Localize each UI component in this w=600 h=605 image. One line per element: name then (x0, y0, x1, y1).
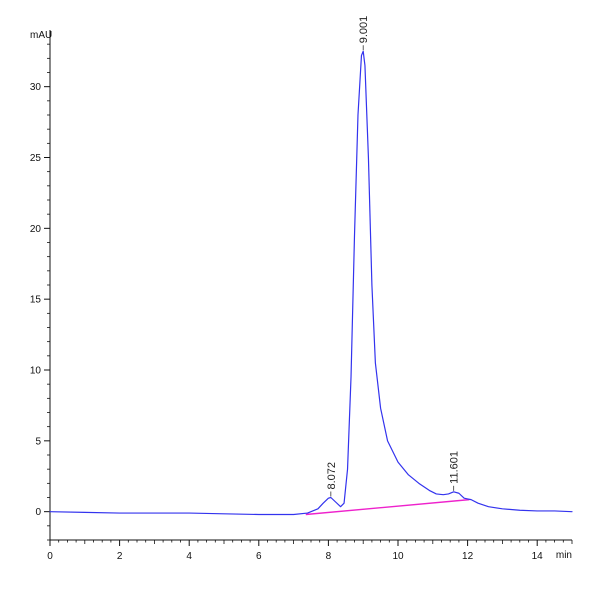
x-tick-label: 10 (392, 551, 404, 562)
x-tick-label: 8 (326, 551, 332, 562)
peak-label: 11.601 (449, 451, 461, 484)
peak-label: 8.072 (326, 462, 338, 490)
x-tick-label: 4 (186, 551, 192, 562)
integration-baselines (305, 498, 470, 516)
y-tick-label: 15 (30, 295, 42, 306)
axes: mAU min (30, 30, 572, 561)
integration-baseline (305, 498, 470, 516)
tick-marks: 0 5 10 15 20 25 30 0 2 4 6 8 10 12 14 (30, 43, 573, 562)
x-tick-label: 6 (256, 551, 262, 562)
x-tick-label: 0 (47, 551, 53, 562)
y-tick-label: 0 (35, 507, 41, 518)
x-tick-label: 12 (462, 551, 474, 562)
x-tick-label: 2 (117, 551, 123, 562)
y-tick-label: 30 (30, 82, 42, 93)
y-tick-label: 10 (30, 366, 42, 377)
y-tick-label: 25 (30, 153, 42, 164)
x-axis-unit-label: min (556, 550, 572, 561)
signal-trace (49, 50, 573, 516)
peak-annotations: 8.072 9.001 11.601 (326, 16, 461, 497)
y-axis-unit-label: mAU (30, 30, 52, 41)
x-tick-label: 14 (532, 551, 544, 562)
y-tick-label: 20 (30, 224, 42, 235)
signal-traces (49, 50, 573, 516)
peak-label: 9.001 (358, 16, 370, 44)
y-tick-label: 5 (35, 436, 41, 447)
